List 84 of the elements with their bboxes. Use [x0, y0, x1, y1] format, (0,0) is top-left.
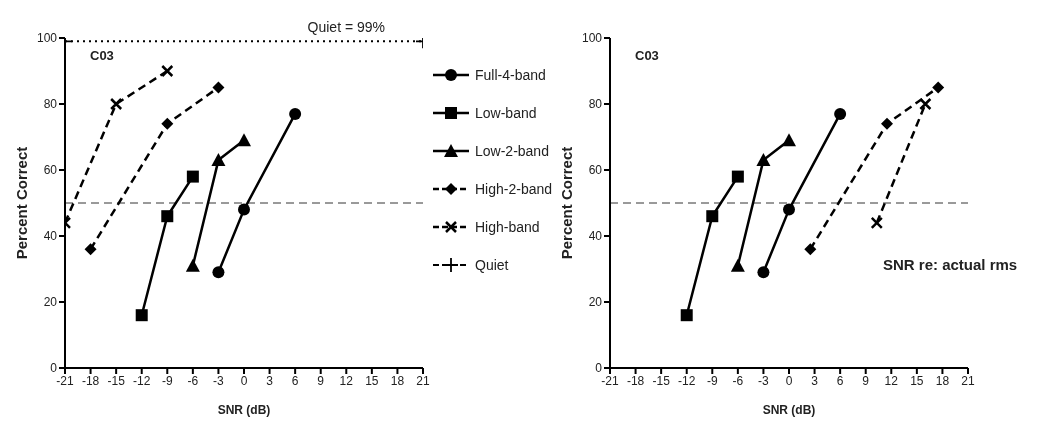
x-tick-label: -21 [56, 373, 74, 388]
x-tick-label: 12 [884, 373, 899, 388]
x-tick-label: -18 [626, 373, 645, 388]
x-tick-label: 21 [416, 373, 430, 388]
point [135, 309, 148, 322]
y-axis-title: Percent Correct [13, 146, 31, 260]
y-tick-label: 80 [43, 97, 58, 112]
x-tick-label: 9 [317, 373, 325, 388]
y-tick-label: 40 [588, 229, 603, 244]
x-tick-label: 9 [862, 373, 870, 388]
annotation: SNR re: actual rms [883, 255, 1018, 273]
point [211, 153, 226, 167]
x-tick-label: -15 [652, 373, 671, 388]
point [706, 210, 719, 223]
point [730, 258, 745, 272]
x-tick-label: 3 [266, 373, 274, 388]
x-tick-label: 6 [291, 373, 299, 388]
x-tick-label: 12 [339, 373, 354, 388]
y-tick-label: 80 [588, 97, 603, 112]
y-tick-label: 40 [43, 229, 58, 244]
point [289, 107, 302, 120]
x-axis-title: SNR (dB) [217, 403, 271, 417]
x-tick-label: 18 [935, 373, 950, 388]
x-tick-label: 21 [961, 373, 975, 388]
x-tick-label: 3 [811, 373, 819, 388]
point [932, 81, 945, 94]
x-tick-label: -6 [187, 373, 199, 388]
annotation: C03 [90, 48, 114, 63]
point [680, 309, 693, 322]
x-tick-label: -6 [732, 373, 744, 388]
annotation: Quiet = 99% [307, 19, 385, 36]
y-tick-label: 100 [36, 31, 58, 46]
point [161, 210, 174, 223]
point [757, 266, 770, 279]
y-tick-label: 20 [43, 295, 58, 310]
x-tick-label: -3 [758, 373, 770, 388]
legend-label: Full-4-band [475, 67, 546, 83]
x-tick-label: 0 [240, 373, 248, 388]
legend-label: High-2-band [475, 181, 553, 197]
point [870, 216, 884, 230]
x-tick-label: -21 [601, 373, 619, 388]
x-tick-label: 18 [390, 373, 405, 388]
point [84, 243, 97, 256]
y-tick-label: 0 [595, 361, 603, 376]
point [161, 64, 174, 78]
y-tick-label: 60 [43, 163, 58, 178]
x-tick-label: -18 [81, 373, 100, 388]
legend-label: High-band [475, 219, 540, 235]
y-tick-label: 60 [588, 163, 603, 178]
point [756, 153, 771, 167]
y-tick-label: 100 [581, 31, 603, 46]
point [212, 81, 225, 94]
point [238, 203, 250, 216]
point [185, 258, 200, 272]
point [782, 133, 796, 147]
point [186, 170, 199, 183]
point [237, 133, 251, 147]
x-tick-label: 0 [785, 373, 793, 388]
y-axis-title: Percent Correct [558, 146, 576, 260]
x-axis-title: SNR (dB) [762, 403, 816, 417]
x-tick-label: 6 [836, 373, 844, 388]
point [109, 97, 123, 111]
x-tick-label: -9 [161, 373, 173, 388]
x-tick-label: 15 [365, 373, 379, 388]
point [212, 266, 225, 279]
legend-label: Low-2-band [475, 143, 549, 159]
point [881, 117, 894, 130]
legend-label: Low-band [475, 105, 537, 121]
x-tick-label: -15 [107, 373, 126, 388]
point [919, 97, 932, 111]
annotation: C03 [635, 48, 659, 63]
y-tick-label: 0 [50, 361, 58, 376]
x-tick-label: 15 [910, 373, 924, 388]
point [804, 243, 817, 256]
legend-label: Quiet [475, 257, 509, 273]
x-tick-label: -3 [213, 373, 225, 388]
point [834, 107, 847, 120]
y-tick-label: 20 [588, 295, 603, 310]
x-tick-label: -12 [678, 373, 696, 388]
point [161, 117, 174, 130]
x-tick-label: -9 [706, 373, 718, 388]
x-tick-label: -12 [133, 373, 151, 388]
point [731, 170, 744, 183]
point [783, 203, 795, 216]
